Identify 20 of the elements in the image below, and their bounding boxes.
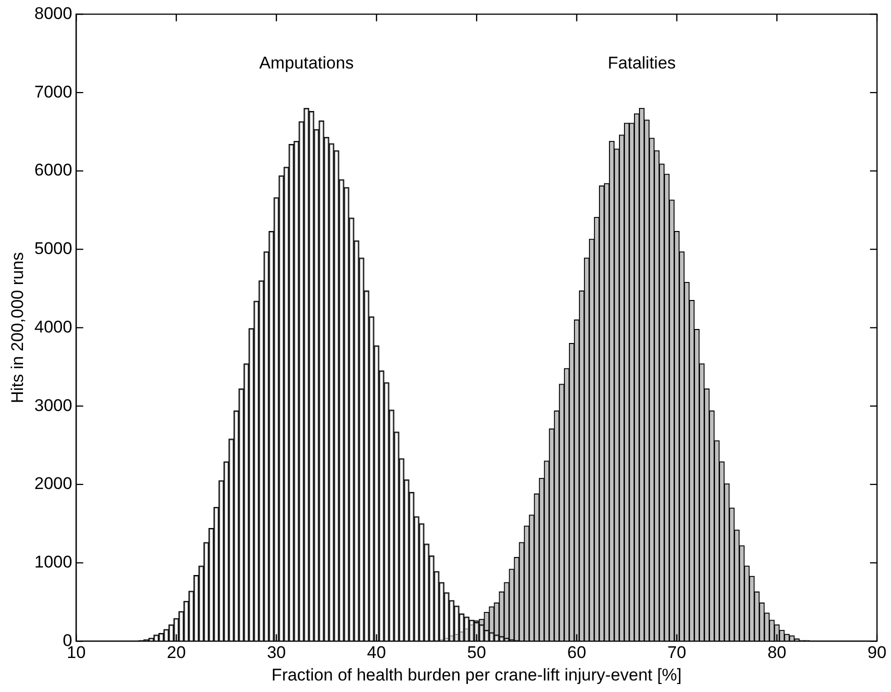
x-tick-label: 40 xyxy=(367,643,386,662)
x-tick-label: 60 xyxy=(567,643,586,662)
x-tick-label: 30 xyxy=(266,643,286,662)
y-tick-label: 2000 xyxy=(34,474,72,494)
text: Amputations xyxy=(259,53,354,72)
x-tick-label: 70 xyxy=(667,643,686,662)
y-tick-label: 3000 xyxy=(34,396,72,415)
y-tick-label: 5000 xyxy=(34,239,72,258)
y-axis-title: Hits in 200,000 runs xyxy=(8,252,27,404)
x-tick-label: 50 xyxy=(467,643,486,662)
text: Fatalities xyxy=(608,53,676,72)
y-tick-label: 6000 xyxy=(34,160,72,180)
x-tick-label: 20 xyxy=(166,643,186,662)
y-tick-label: 7000 xyxy=(34,82,72,102)
y-tick-label: 8000 xyxy=(34,4,72,23)
x-tick-label: 80 xyxy=(767,643,786,662)
y-tick-label: 1000 xyxy=(34,552,72,572)
y-tick-label: 4000 xyxy=(34,317,72,336)
x-tick-label: 90 xyxy=(868,643,886,662)
x-axis-title: Fraction of health burden per crane-lift injury-event [%] xyxy=(272,665,682,684)
